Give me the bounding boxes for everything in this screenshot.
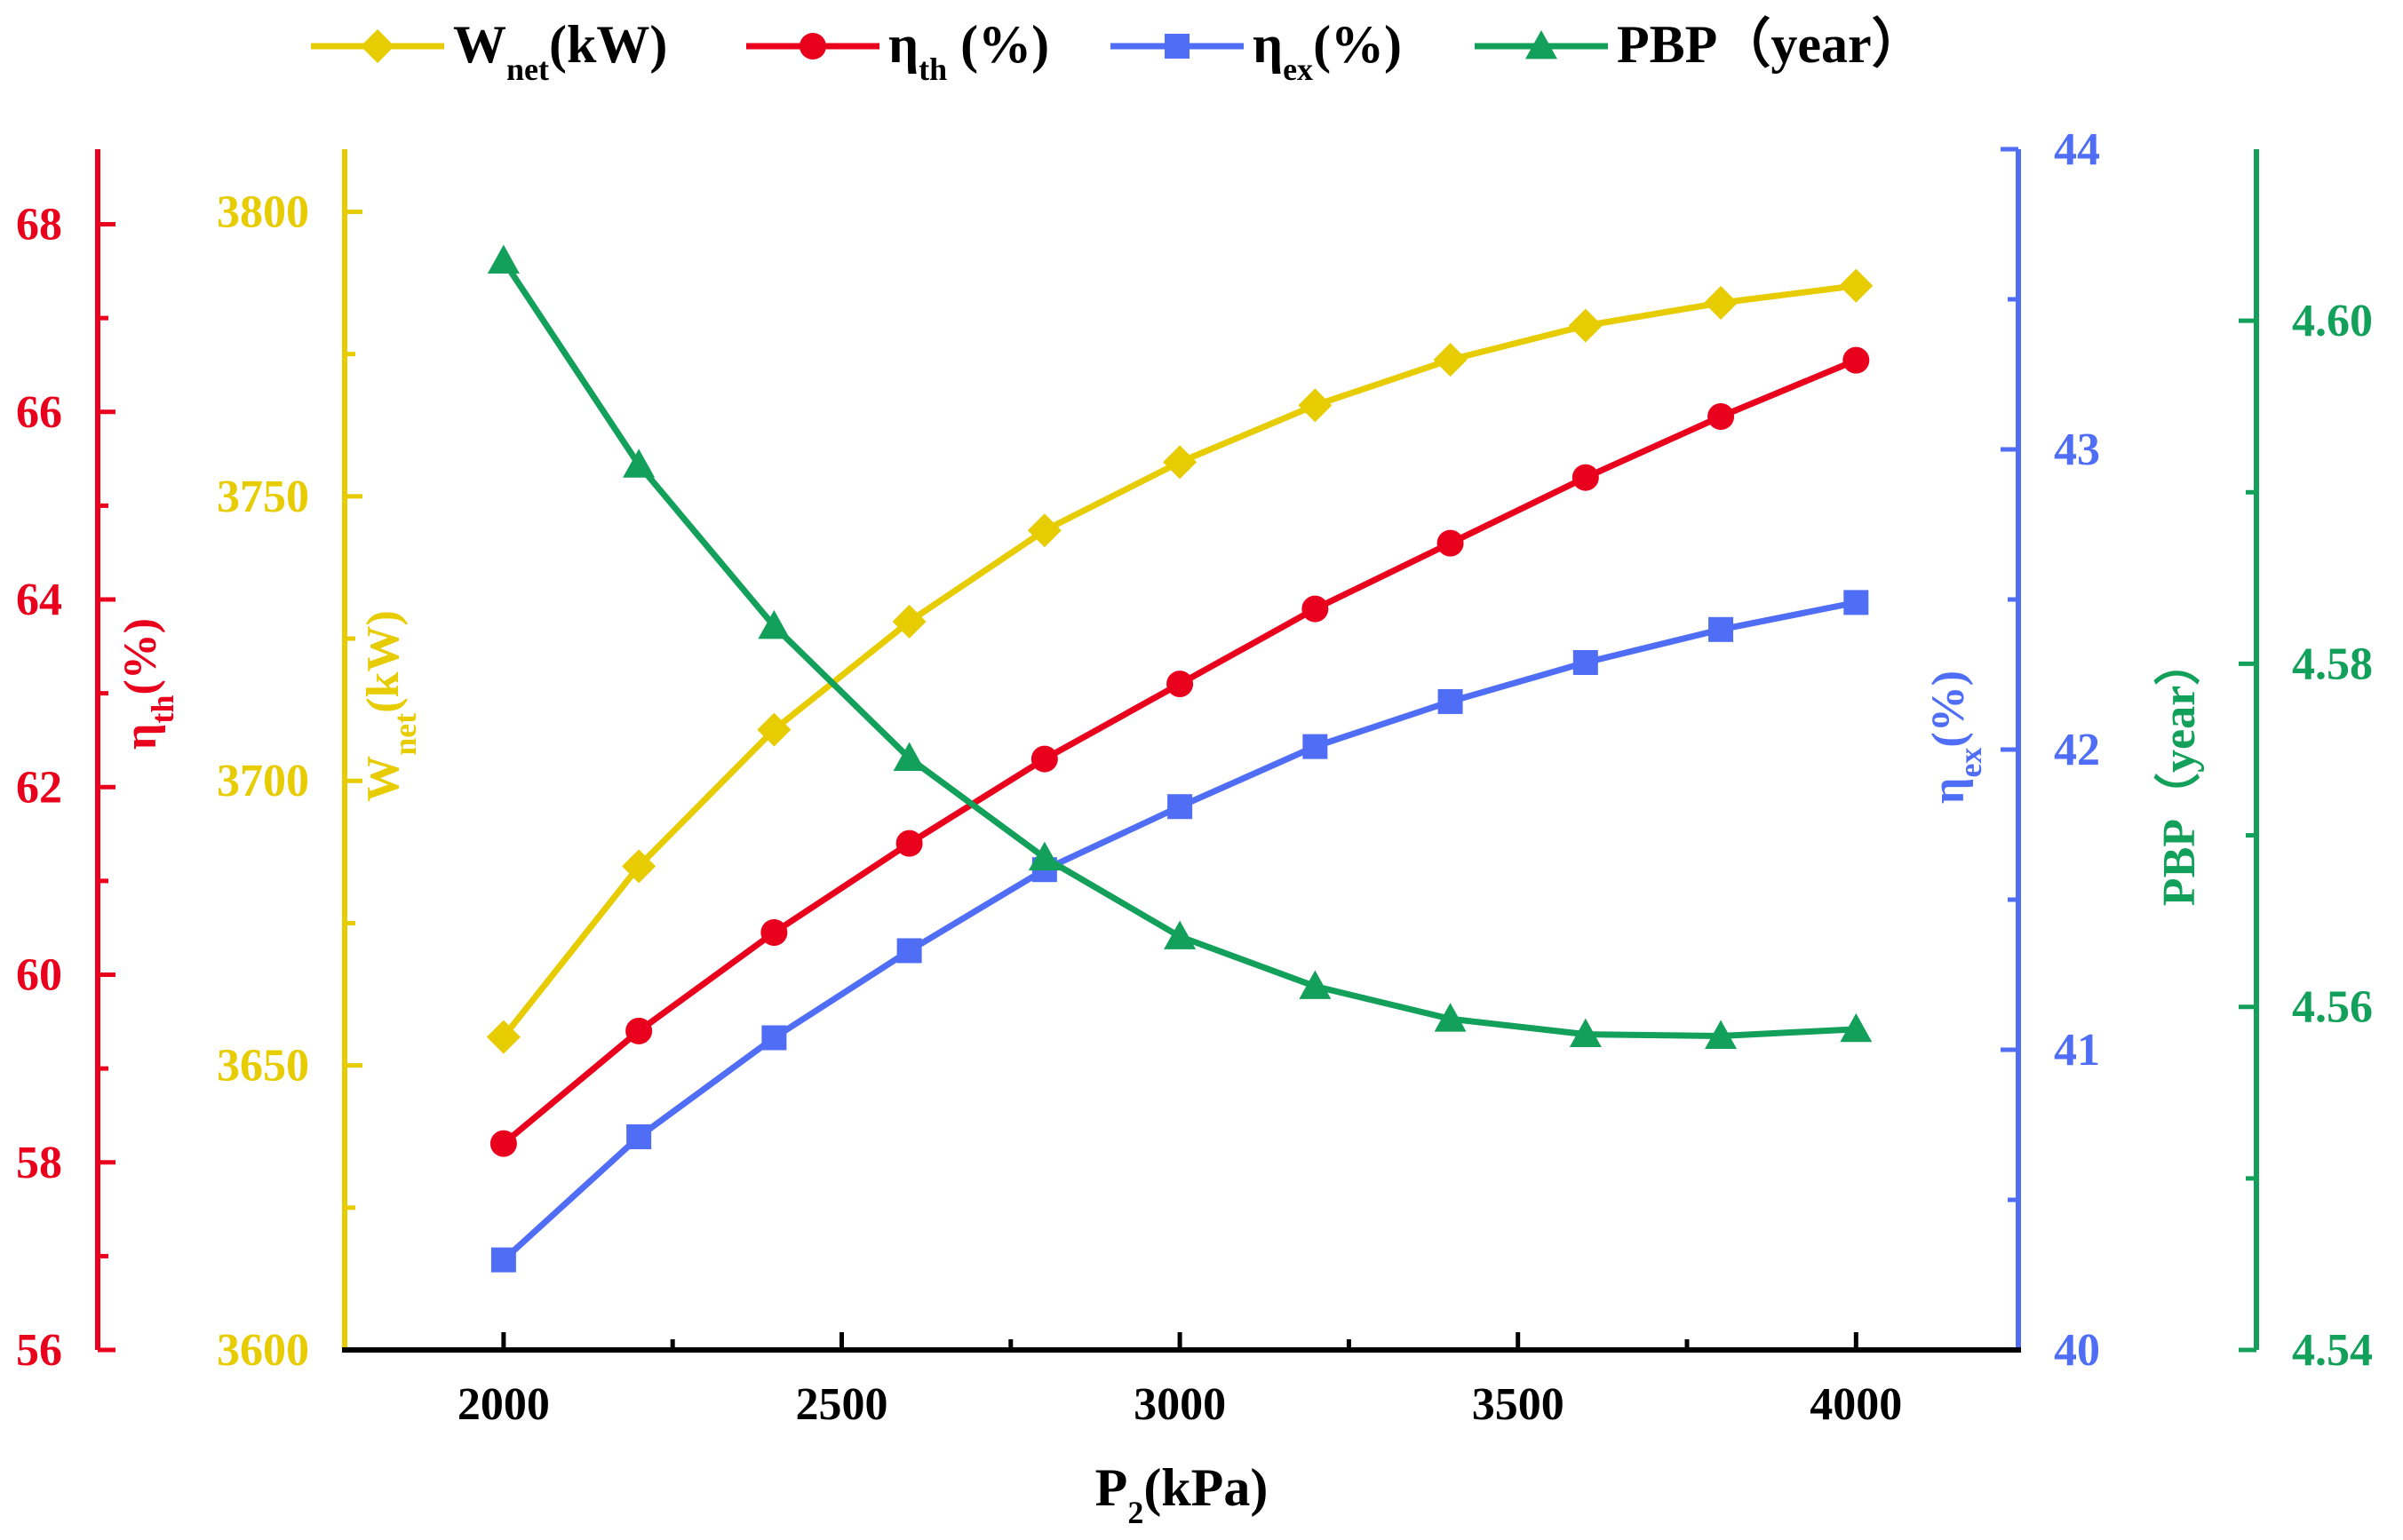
y-tick-label-eta_ex: 43	[2054, 425, 2100, 475]
y-tick-label-eta_th: 66	[16, 387, 62, 438]
data-point-eta_th	[1030, 745, 1058, 773]
data-point-eta_ex	[1708, 616, 1734, 642]
x-axis: 2000 2500 3000 3500 4000 P2(kPa)	[342, 1332, 2021, 1530]
y-tick-label-eta_ex: 40	[2054, 1325, 2100, 1376]
axes: 56 58 60 62 64 66 68 ηth(%) 3600 3650 3700 3750 3800…	[16, 124, 2373, 1530]
data-point-pbp	[487, 244, 520, 274]
legend-label-eta_th: ηth (%)	[888, 15, 1049, 87]
x-tick-label: 2000	[458, 1379, 550, 1430]
x-tick-label: 3500	[1472, 1379, 1564, 1430]
y-axis-label-eta_ex: ηex(%)	[1923, 671, 1988, 804]
legend-label-wnet: Wnet(kW)	[453, 15, 667, 87]
data-point-pbp	[1164, 920, 1197, 949]
y-tick-label-eta_th: 56	[16, 1325, 62, 1376]
y-axis-label-pbp: PBP（year）	[2153, 639, 2205, 906]
data-point-eta_th	[1571, 464, 1599, 491]
data-point-eta_th	[1166, 671, 1194, 698]
data-point-eta_ex	[896, 938, 922, 964]
data-point-eta_th	[1842, 346, 1870, 374]
data-point-wnet	[1704, 286, 1739, 321]
data-point-wnet	[1839, 268, 1874, 303]
y-axis-wnet: 3600 3650 3700 3750 3800 Wnet(kW)	[217, 149, 423, 1376]
legend-item-eta_th: ηth (%)	[746, 15, 1049, 87]
legend-item-wnet: Wnet(kW)	[311, 15, 667, 87]
x-tick-label: 3000	[1134, 1379, 1226, 1430]
data-point-pbp	[1840, 1012, 1873, 1043]
data-point-pbp	[758, 609, 791, 639]
legend-item-eta_ex: ηex(%)	[1110, 15, 1402, 87]
y-tick-label-wnet: 3600	[217, 1325, 309, 1376]
legend: Wnet(kW) ηth (%) ηex(%) PBP（year）	[311, 14, 1925, 87]
data-point-wnet	[486, 1020, 521, 1054]
data-point-wnet	[622, 849, 656, 884]
data-point-pbp	[893, 742, 926, 772]
y-tick-label-wnet: 3650	[217, 1041, 309, 1091]
data-point-wnet	[1433, 343, 1468, 377]
data-point-pbp	[1569, 1018, 1602, 1048]
data-point-eta_ex	[1302, 734, 1328, 759]
legend-marker-wnet	[361, 29, 394, 63]
y-tick-label-eta_th: 62	[16, 762, 62, 813]
x-tick-label: 4000	[1810, 1379, 1902, 1430]
data-point-wnet	[757, 712, 792, 747]
data-point-eta_ex	[1167, 794, 1193, 820]
y-tick-label-eta_ex: 41	[2054, 1025, 2100, 1076]
data-point-eta_ex	[626, 1124, 652, 1150]
y-axis-eta_ex: 40 41 42 43 44 ηex(%)	[1923, 124, 2100, 1376]
data-point-pbp	[623, 449, 656, 478]
y-axis-label-wnet: Wnet(kW)	[358, 610, 423, 802]
legend-marker-eta_ex	[1165, 34, 1190, 59]
data-point-eta_th	[1301, 595, 1329, 623]
data-point-wnet	[1163, 445, 1198, 480]
y-tick-label-eta_ex: 44	[2054, 124, 2100, 175]
data-point-pbp	[1434, 1003, 1467, 1032]
y-tick-label-pbp: 4.56	[2292, 982, 2373, 1033]
data-point-eta_ex	[761, 1025, 787, 1051]
y-tick-label-eta_th: 60	[16, 950, 62, 1001]
legend-item-pbp: PBP（year）	[1475, 14, 1925, 74]
y-axis-label-eta_th: ηth(%)	[115, 618, 180, 750]
legend-marker-pbp	[1525, 30, 1557, 60]
data-point-eta_ex	[490, 1247, 516, 1273]
data-point-pbp	[1028, 841, 1061, 871]
data-point-eta_ex	[1437, 688, 1463, 714]
legend-marker-eta_th	[800, 33, 826, 60]
series-wnet	[486, 268, 1874, 1054]
series-pbp	[487, 244, 1873, 1049]
data-point-wnet	[1568, 308, 1603, 343]
y-tick-label-eta_th: 64	[16, 575, 62, 625]
data-point-wnet	[1027, 513, 1062, 548]
y-tick-label-wnet: 3700	[217, 756, 309, 806]
data-point-eta_th	[1707, 403, 1735, 431]
y-tick-label-eta_th: 58	[16, 1138, 62, 1188]
y-tick-label-pbp: 4.54	[2292, 1325, 2373, 1376]
data-point-pbp	[1299, 970, 1332, 999]
y-tick-label-pbp: 4.58	[2292, 639, 2373, 689]
data-point-wnet	[892, 604, 927, 639]
data-point-wnet	[1298, 388, 1333, 423]
x-tick-label: 2500	[795, 1379, 887, 1430]
y-tick-label-wnet: 3750	[217, 472, 309, 522]
series-eta_th	[489, 346, 1870, 1157]
data-point-eta_ex	[1843, 590, 1869, 615]
data-point-eta_th	[489, 1130, 517, 1157]
y-tick-label-pbp: 4.60	[2292, 296, 2373, 346]
data-point-eta_ex	[1572, 649, 1598, 675]
legend-label-pbp: PBP（year）	[1617, 14, 1925, 74]
data-point-eta_th	[1436, 529, 1464, 557]
data-point-pbp	[1705, 1020, 1738, 1049]
series-eta_ex	[490, 590, 1869, 1273]
data-point-eta_th	[760, 918, 788, 946]
y-tick-label-eta_ex: 42	[2054, 725, 2100, 775]
series-group	[486, 244, 1874, 1273]
y-axis-pbp: 4.54 4.56 4.58 4.60 PBP（year）	[2153, 149, 2373, 1376]
x-axis-label: P2(kPa)	[1095, 1458, 1269, 1530]
data-point-eta_th	[625, 1017, 653, 1044]
y-axis-eta_th: 56 58 60 62 64 66 68 ηth(%)	[16, 149, 180, 1376]
data-point-eta_th	[895, 830, 923, 857]
y-tick-label-eta_th: 68	[16, 200, 62, 250]
legend-label-eta_ex: ηex(%)	[1253, 15, 1402, 87]
y-tick-label-wnet: 3800	[217, 187, 309, 237]
